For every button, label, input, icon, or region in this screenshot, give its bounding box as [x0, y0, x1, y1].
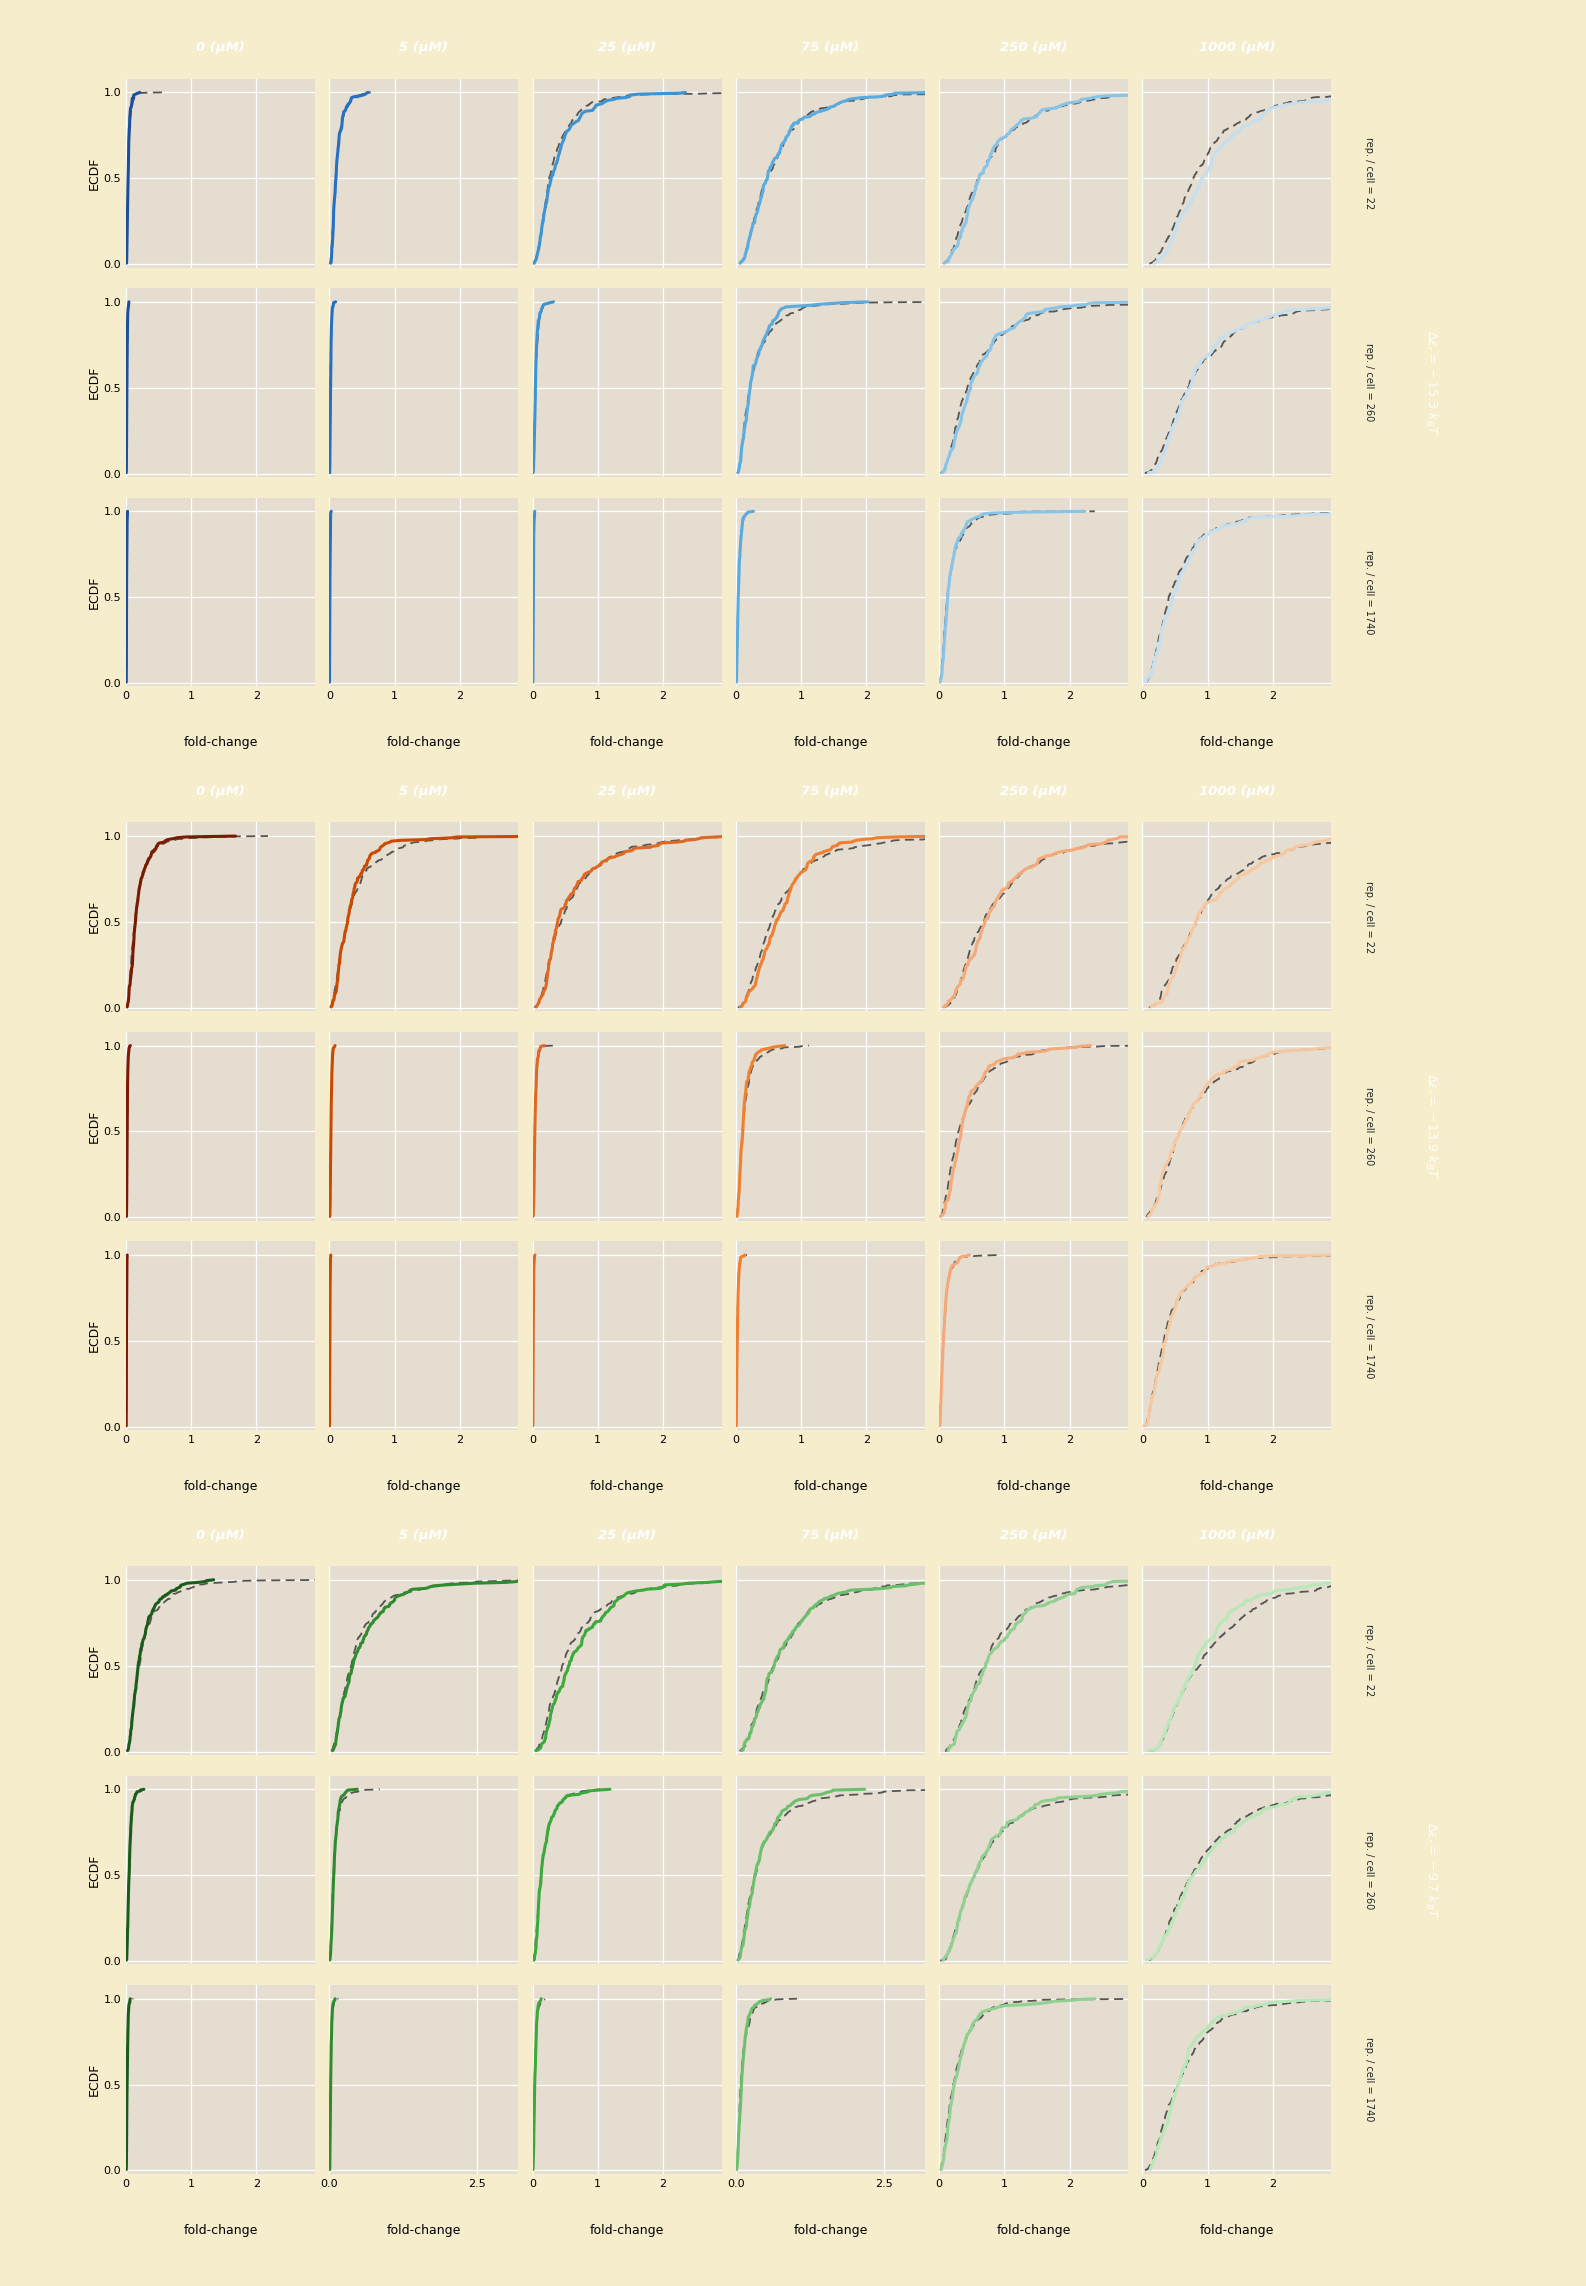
Y-axis label: ECDF: ECDF: [87, 1109, 102, 1143]
Text: 1000 (μM): 1000 (μM): [1199, 784, 1275, 798]
Text: fold-change: fold-change: [1199, 736, 1274, 750]
Text: fold-change: fold-change: [793, 2224, 868, 2236]
Y-axis label: ECDF: ECDF: [87, 2062, 102, 2096]
Text: 0 (μM): 0 (μM): [197, 784, 244, 798]
Text: fold-change: fold-change: [184, 1479, 259, 1493]
Text: fold-change: fold-change: [793, 736, 868, 750]
Text: 25 (μM): 25 (μM): [598, 784, 657, 798]
Text: rep. / cell = 260: rep. / cell = 260: [1364, 1831, 1373, 1909]
Text: $\Delta\varepsilon_r = -13.9\ k_BT$: $\Delta\varepsilon_r = -13.9\ k_BT$: [1423, 1074, 1440, 1180]
Y-axis label: ECDF: ECDF: [87, 366, 102, 400]
Text: 5 (μM): 5 (μM): [400, 41, 449, 55]
Text: rep. / cell = 1740: rep. / cell = 1740: [1364, 1294, 1373, 1378]
Text: 25 (μM): 25 (μM): [598, 41, 657, 55]
Text: fold-change: fold-change: [184, 2224, 259, 2236]
Y-axis label: ECDF: ECDF: [87, 1319, 102, 1353]
Text: rep. / cell = 1740: rep. / cell = 1740: [1364, 2037, 1373, 2121]
Text: fold-change: fold-change: [1199, 1479, 1274, 1493]
Y-axis label: ECDF: ECDF: [87, 576, 102, 608]
Text: 75 (μM): 75 (μM): [801, 784, 860, 798]
Text: fold-change: fold-change: [1199, 2224, 1274, 2236]
Text: 0 (μM): 0 (μM): [197, 41, 244, 55]
Text: fold-change: fold-change: [996, 736, 1071, 750]
Text: $\Delta\varepsilon_r = -15.3\ k_BT$: $\Delta\varepsilon_r = -15.3\ k_BT$: [1423, 329, 1440, 437]
Text: 250 (μM): 250 (μM): [1001, 784, 1067, 798]
Text: 250 (μM): 250 (μM): [1001, 1529, 1067, 1541]
Y-axis label: ECDF: ECDF: [87, 901, 102, 933]
Text: rep. / cell = 22: rep. / cell = 22: [1364, 1625, 1373, 1696]
Y-axis label: ECDF: ECDF: [87, 1644, 102, 1678]
Text: 5 (μM): 5 (μM): [400, 1529, 449, 1541]
Text: rep. / cell = 1740: rep. / cell = 1740: [1364, 551, 1373, 633]
Text: fold-change: fold-change: [387, 1479, 462, 1493]
Text: fold-change: fold-change: [590, 1479, 665, 1493]
Text: rep. / cell = 22: rep. / cell = 22: [1364, 880, 1373, 953]
Text: 1000 (μM): 1000 (μM): [1199, 41, 1275, 55]
Text: 0 (μM): 0 (μM): [197, 1529, 244, 1541]
Text: fold-change: fold-change: [996, 1479, 1071, 1493]
Text: fold-change: fold-change: [184, 736, 259, 750]
Text: 75 (μM): 75 (μM): [801, 41, 860, 55]
Text: rep. / cell = 260: rep. / cell = 260: [1364, 343, 1373, 421]
Text: 75 (μM): 75 (μM): [801, 1529, 860, 1541]
Text: fold-change: fold-change: [590, 736, 665, 750]
Text: fold-change: fold-change: [996, 2224, 1071, 2236]
Text: 25 (μM): 25 (μM): [598, 1529, 657, 1541]
Text: rep. / cell = 22: rep. / cell = 22: [1364, 137, 1373, 210]
Text: fold-change: fold-change: [387, 736, 462, 750]
Text: 250 (μM): 250 (μM): [1001, 41, 1067, 55]
Text: rep. / cell = 260: rep. / cell = 260: [1364, 1088, 1373, 1166]
Text: fold-change: fold-change: [590, 2224, 665, 2236]
Y-axis label: ECDF: ECDF: [87, 155, 102, 190]
Text: fold-change: fold-change: [793, 1479, 868, 1493]
Y-axis label: ECDF: ECDF: [87, 1854, 102, 1886]
Text: $\Delta\varepsilon_r = -9.7\ k_BT$: $\Delta\varepsilon_r = -9.7\ k_BT$: [1423, 1822, 1440, 1918]
Text: 5 (μM): 5 (μM): [400, 784, 449, 798]
Text: fold-change: fold-change: [387, 2224, 462, 2236]
Text: 1000 (μM): 1000 (μM): [1199, 1529, 1275, 1541]
